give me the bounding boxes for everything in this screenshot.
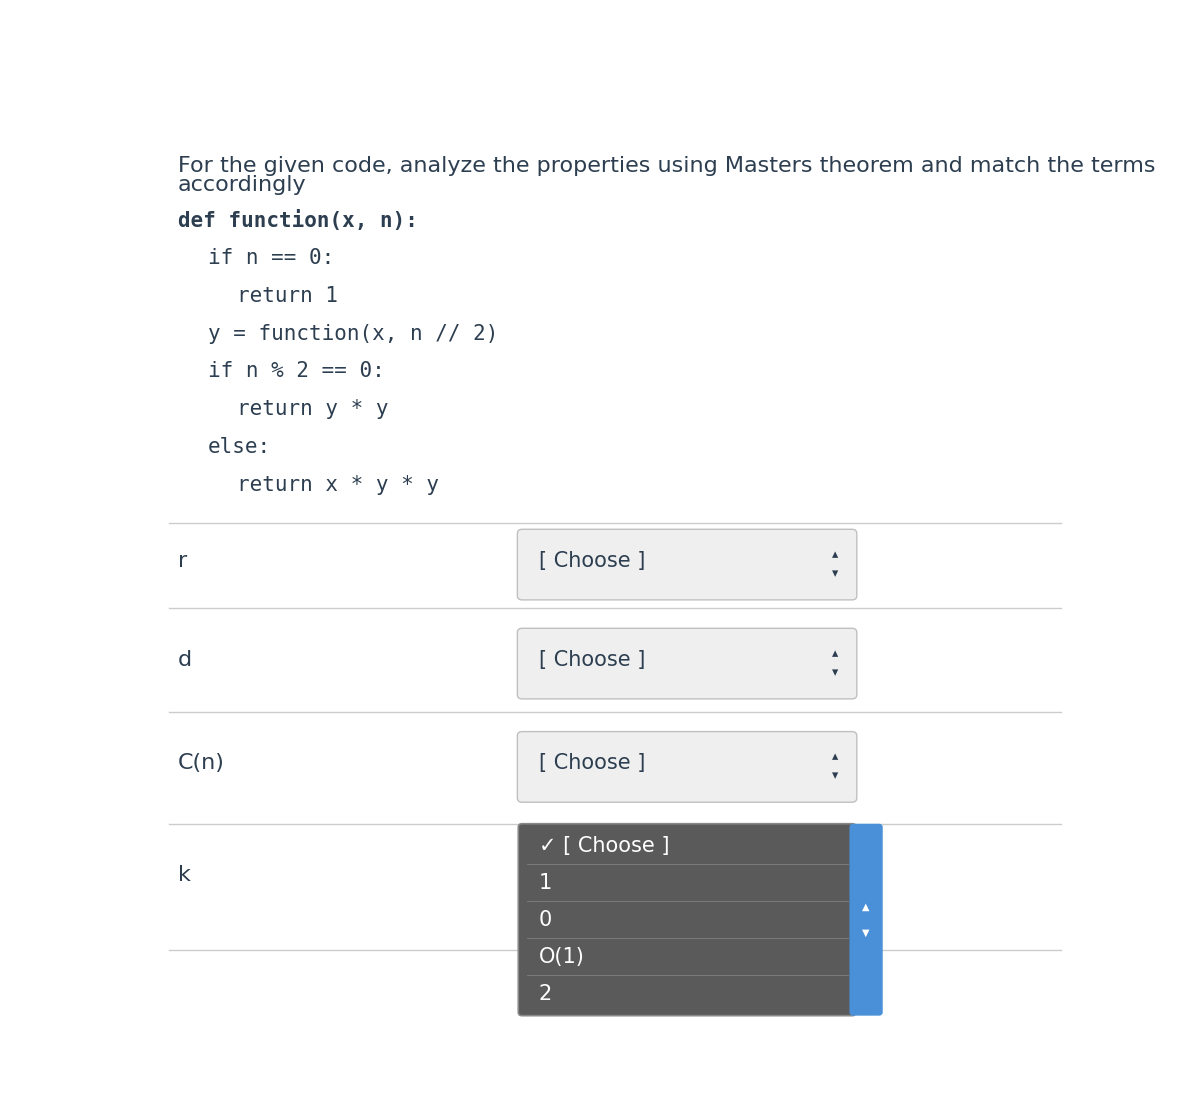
Text: 0: 0 [539, 910, 552, 930]
Text: k: k [178, 865, 191, 885]
Text: ▲: ▲ [863, 902, 870, 912]
FancyBboxPatch shape [517, 529, 857, 600]
Text: [ Choose ]: [ Choose ] [539, 651, 646, 670]
Text: ✓ [ Choose ]: ✓ [ Choose ] [539, 835, 670, 855]
Text: return 1: return 1 [238, 286, 338, 305]
Text: if n % 2 == 0:: if n % 2 == 0: [208, 361, 384, 381]
FancyBboxPatch shape [517, 628, 857, 699]
Text: accordingly: accordingly [178, 174, 306, 195]
Text: 2: 2 [539, 984, 552, 1004]
Text: r: r [178, 551, 187, 571]
Text: ▴: ▴ [833, 548, 839, 561]
Text: ▾: ▾ [833, 665, 839, 679]
Text: ▾: ▾ [833, 769, 839, 781]
FancyBboxPatch shape [517, 731, 857, 803]
Text: return x * y * y: return x * y * y [238, 475, 439, 495]
Text: if n == 0:: if n == 0: [208, 248, 334, 268]
FancyBboxPatch shape [518, 824, 856, 1015]
Text: ▴: ▴ [833, 750, 839, 764]
Text: ▼: ▼ [863, 928, 870, 938]
Text: [ Choose ]: [ Choose ] [539, 754, 646, 774]
Text: For the given code, analyze the properties using Masters theorem and match the t: For the given code, analyze the properti… [178, 155, 1156, 176]
Text: C(n): C(n) [178, 754, 224, 774]
FancyBboxPatch shape [851, 825, 882, 1015]
Text: [ Choose ]: [ Choose ] [539, 551, 646, 571]
Text: else:: else: [208, 437, 271, 457]
Text: ▾: ▾ [833, 567, 839, 580]
Text: d: d [178, 651, 192, 670]
Text: def function(x, n):: def function(x, n): [178, 210, 418, 231]
Text: y = function(x, n // 2): y = function(x, n // 2) [208, 323, 498, 343]
Text: ▴: ▴ [833, 646, 839, 660]
Text: O(1): O(1) [539, 947, 584, 967]
Text: 1: 1 [539, 873, 552, 892]
Text: return y * y: return y * y [238, 399, 389, 419]
